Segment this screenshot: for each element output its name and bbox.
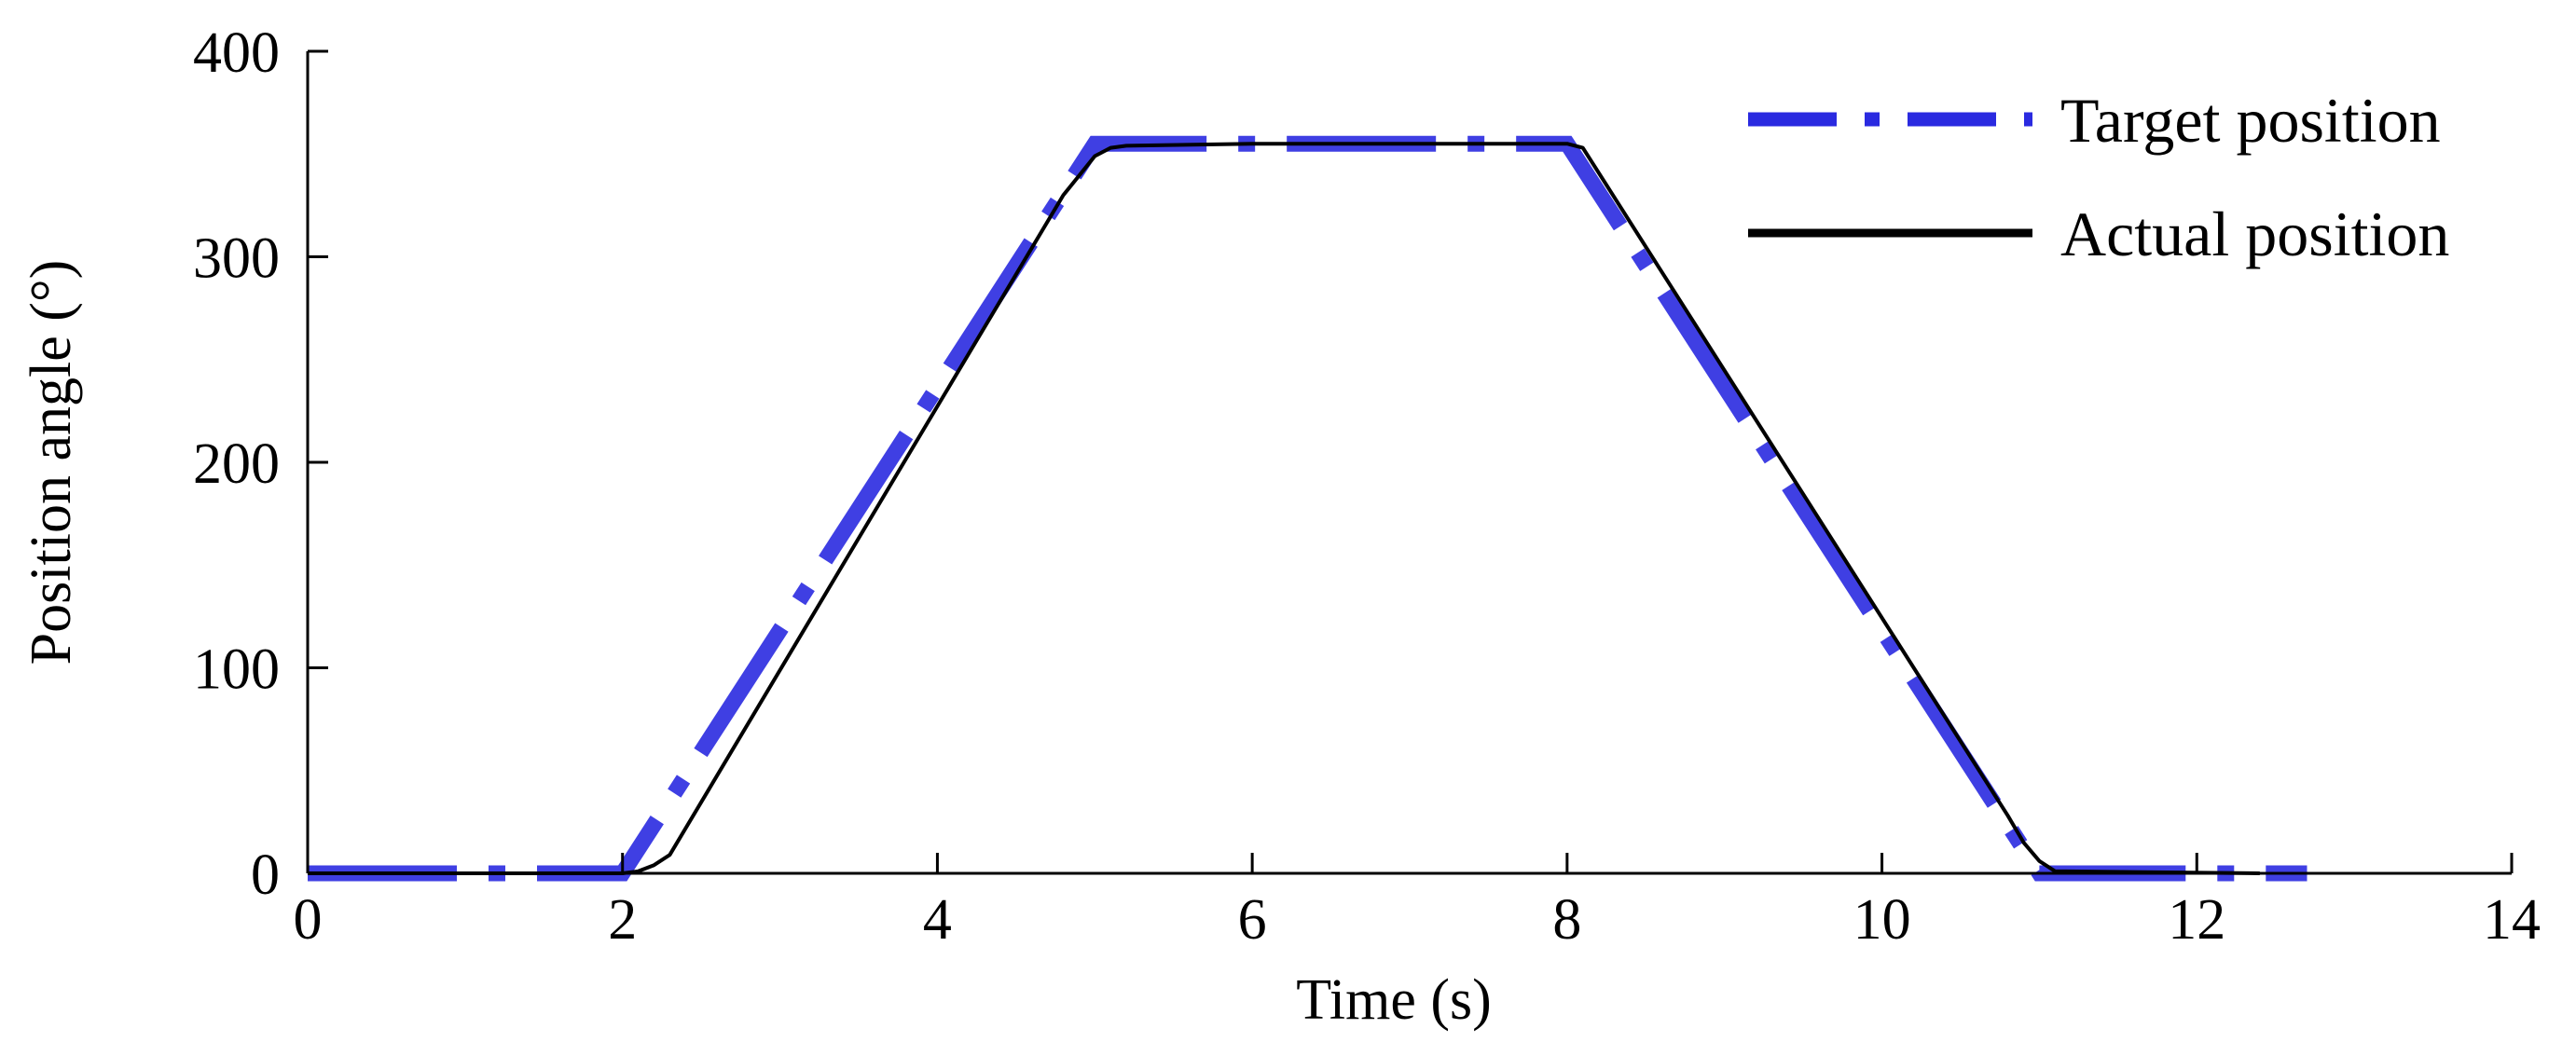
- x-tick-label: 14: [2483, 888, 2541, 952]
- y-tick-label: 0: [251, 843, 280, 907]
- y-tick-label: 300: [193, 227, 280, 291]
- legend: Target position Actual position: [1748, 85, 2449, 269]
- x-tick-label: 10: [1853, 888, 1911, 952]
- legend-label: Actual position: [2060, 199, 2449, 269]
- y-tick-label: 100: [193, 638, 280, 702]
- series-line-target: [308, 135, 2307, 882]
- x-ticks: 0 2 4 6 8 10 12 14: [294, 853, 2541, 952]
- plot-lines: [308, 135, 2307, 882]
- x-axis-label: Time (s): [1296, 968, 1492, 1032]
- axes: [306, 51, 2512, 875]
- y-tick-label: 400: [193, 21, 280, 85]
- x-tick-label: 8: [1552, 888, 1581, 952]
- y-tick-label: 200: [193, 432, 280, 496]
- legend-label: Target position: [2060, 85, 2441, 156]
- y-ticks: 0 100 200 300 400: [193, 21, 328, 907]
- x-tick-label: 0: [294, 888, 323, 952]
- series-line-actual: [308, 142, 2260, 875]
- y-axis-label: Position angle (°): [20, 260, 83, 665]
- x-tick-label: 2: [608, 888, 637, 952]
- x-tick-label: 6: [1238, 888, 1267, 952]
- x-tick-label: 4: [923, 888, 952, 952]
- x-tick-label: 12: [2168, 888, 2225, 952]
